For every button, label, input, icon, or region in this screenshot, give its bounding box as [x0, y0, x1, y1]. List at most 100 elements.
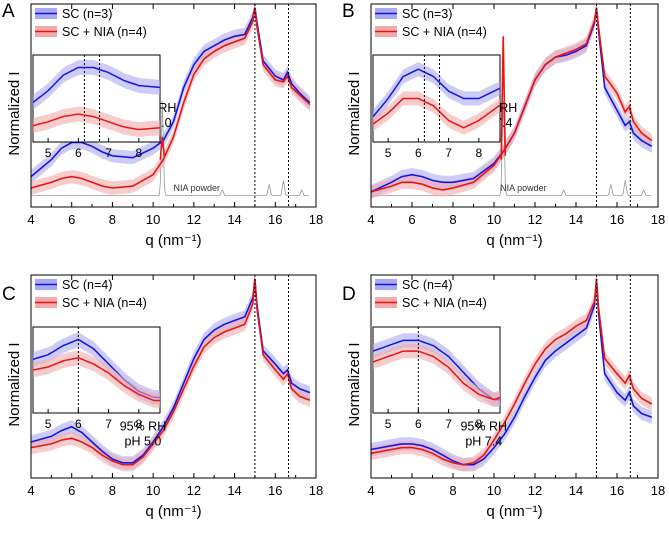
legend-label-sc: SC (n=4) — [62, 278, 112, 292]
x-tick-label: 14 — [227, 483, 241, 498]
x-tick-label: 4 — [367, 483, 374, 498]
panel-a: A NIA powder 4 6 8 10 12 14 16 18 q (nm⁻¹) Normaliz… — [2, 1, 323, 249]
x-tick-label: 18 — [309, 483, 323, 498]
inset-x-tick-label: 5 — [45, 146, 52, 160]
x-tick-label: 14 — [569, 212, 583, 227]
panel-b: B NIA powder 4 6 8 10 12 14 16 18 q (nm⁻¹) Normaliz… — [342, 1, 665, 249]
inset-x-tick-label: 6 — [415, 417, 422, 431]
legend-label-sc: SC (n=3) — [402, 7, 452, 21]
legend-label-nia: SC + NIA (n=4) — [402, 296, 487, 310]
sc-nia-inset-line — [372, 97, 501, 129]
sc-line — [30, 278, 311, 464]
nia-crystal-peak — [500, 36, 507, 160]
inset-x-tick-label: 8 — [135, 417, 142, 431]
sc-nia-line — [370, 278, 653, 466]
panel-letter: C — [2, 284, 16, 305]
sc-inset-line — [32, 66, 161, 103]
legend-label-nia: SC + NIA (n=4) — [62, 25, 147, 39]
sc-nia-inset-band — [373, 91, 500, 135]
x-tick-label: 10 — [146, 212, 160, 227]
x-tick-label: 6 — [408, 212, 415, 227]
x-axis-label: q (nm⁻¹) — [486, 503, 542, 520]
x-tick-label: 4 — [27, 483, 34, 498]
x-tick-label: 16 — [268, 483, 282, 498]
legend-label-nia: SC + NIA (n=4) — [402, 25, 487, 39]
y-axis-label: Normalized I — [6, 71, 23, 155]
inset-x-tick-label: 5 — [385, 417, 392, 431]
sc-nia-line — [30, 278, 311, 466]
sc-nia-inset-line — [372, 350, 501, 401]
inset: 5 6 7 8 — [32, 326, 161, 431]
panel-d: D 4 6 8 10 12 14 16 18 q (nm⁻¹) Normalized I 95% RH… — [342, 272, 665, 520]
sc-nia-inset-band — [33, 106, 160, 137]
x-tick-label: 4 — [367, 212, 374, 227]
inset-x-tick-label: 7 — [445, 417, 452, 431]
y-axis-label: Normalized I — [346, 342, 363, 426]
inset-x-tick-label: 5 — [385, 146, 392, 160]
condition-ph: pH 5.0 — [125, 435, 162, 449]
sc-nia-line — [30, 7, 311, 189]
condition-rh: 95% RH — [120, 420, 167, 434]
inset-x-tick-label: 6 — [75, 146, 82, 160]
panel-letter: A — [2, 1, 15, 22]
x-tick-label: 8 — [449, 483, 456, 498]
inset-x-tick-label: 8 — [135, 146, 142, 160]
nia-powder-label: NIA powder — [500, 183, 547, 193]
x-tick-label: 8 — [109, 483, 116, 498]
sc-inset-line — [372, 68, 501, 118]
x-tick-label: 16 — [268, 212, 282, 227]
inset-x-tick-label: 7 — [105, 417, 112, 431]
nia-powder-label: NIA powder — [174, 183, 221, 193]
nia-crystal-peak — [159, 136, 166, 160]
x-tick-label: 14 — [569, 483, 583, 498]
x-tick-label: 10 — [487, 212, 501, 227]
sc-line — [370, 278, 653, 466]
x-tick-label: 16 — [610, 212, 624, 227]
sc-nia-band — [371, 272, 652, 472]
sc-nia-inset-band — [373, 344, 500, 407]
x-tick-label: 6 — [68, 212, 75, 227]
inset-x-tick-label: 8 — [475, 417, 482, 431]
y-axis-label: Normalized I — [346, 71, 363, 155]
panel-letter: B — [342, 1, 355, 22]
inset-x-tick-label: 7 — [445, 146, 452, 160]
legend-label-sc: SC (n=4) — [402, 278, 452, 292]
x-tick-label: 12 — [187, 483, 201, 498]
y-axis-label: Normalized I — [6, 342, 23, 426]
legend-label-sc: SC (n=3) — [62, 7, 112, 21]
inset: 5 6 7 8 — [32, 54, 161, 160]
x-axis-label: q (nm⁻¹) — [486, 232, 542, 249]
x-tick-label: 18 — [651, 212, 665, 227]
sc-nia-inset-line — [32, 357, 160, 402]
condition-ph: pH 7.4 — [465, 435, 502, 449]
inset-x-tick-label: 8 — [475, 146, 482, 160]
sc-inset-band — [33, 60, 160, 110]
x-tick-label: 12 — [528, 212, 542, 227]
sc-nia-band — [31, 272, 310, 472]
x-tick-label: 16 — [610, 483, 624, 498]
inset-x-tick-label: 5 — [45, 417, 52, 431]
inset-x-tick-label: 6 — [75, 417, 82, 431]
sc-nia-inset-band — [33, 350, 160, 408]
sc-nia-line — [370, 7, 653, 193]
inset: 5 6 7 8 — [372, 54, 501, 160]
x-tick-label: 8 — [109, 212, 116, 227]
sc-nia-band — [371, 1, 652, 199]
sc-nia-inset-line — [32, 113, 161, 131]
x-tick-label: 18 — [309, 212, 323, 227]
x-tick-label: 4 — [27, 212, 34, 227]
x-tick-label: 8 — [449, 212, 456, 227]
sc-inset-band — [373, 62, 500, 124]
condition-rh: 95% RH — [460, 420, 507, 434]
panel-c: C 4 6 8 10 12 14 16 18 q (nm⁻¹) Normalized I 95% RH… — [2, 272, 323, 520]
nia-powder-trace — [31, 100, 309, 196]
inset-x-tick-label: 6 — [415, 146, 422, 160]
inset: 5 6 7 8 — [372, 326, 501, 431]
x-axis-label: q (nm⁻¹) — [145, 503, 201, 520]
nia-powder-trace — [371, 100, 651, 196]
inset-x-tick-label: 7 — [105, 146, 112, 160]
x-tick-label: 12 — [528, 483, 542, 498]
panel-letter: D — [342, 284, 356, 305]
x-tick-label: 12 — [187, 212, 201, 227]
